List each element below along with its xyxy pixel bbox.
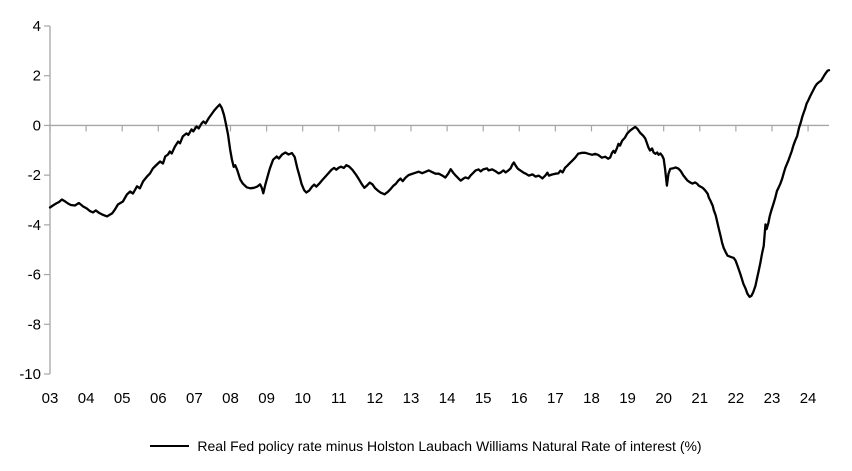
legend-line-swatch (150, 445, 190, 447)
x-tick-label: 11 (331, 390, 347, 407)
y-tick-label: 0 (33, 117, 41, 134)
x-tick-label: 14 (439, 390, 456, 407)
legend-label: Real Fed policy rate minus Holston Lauba… (197, 438, 702, 454)
y-tick-label: -8 (28, 316, 41, 333)
x-tick-label: 12 (367, 390, 384, 407)
x-tick-label: 04 (78, 390, 95, 407)
x-tick-label: 08 (222, 390, 239, 407)
y-tick-label: -10 (19, 366, 41, 383)
line-chart: 03 04 05 06 07 08 09 10 11 12 13 14 15 16 17 18 19 20 21 22… (19, 18, 831, 407)
y-tick-label: -2 (28, 167, 41, 184)
x-tick-label: 22 (728, 390, 745, 407)
y-tick-label: 2 (33, 68, 41, 85)
y-tick-label: -6 (28, 267, 41, 284)
x-tick-label: 13 (403, 390, 420, 407)
series-line (48, 69, 831, 299)
y-tick-label: 4 (33, 18, 41, 35)
x-tick-label: 24 (800, 390, 817, 407)
x-tick-label: 23 (764, 390, 781, 407)
x-tick-label: 07 (186, 390, 203, 407)
x-tick-label: 15 (475, 390, 492, 407)
x-tick-label: 19 (619, 390, 636, 407)
y-tick-label: -4 (28, 217, 41, 234)
x-tick-label: 06 (150, 390, 167, 407)
x-tick-label: 21 (691, 390, 708, 407)
x-tick-label: 16 (511, 390, 528, 407)
x-tick-label: 18 (583, 390, 600, 407)
legend: Real Fed policy rate minus Holston Lauba… (0, 438, 852, 454)
x-tick-label: 20 (655, 390, 672, 407)
x-tick-label: 10 (294, 390, 311, 407)
x-tick-label: 09 (258, 390, 275, 407)
x-tick-label: 05 (114, 390, 131, 407)
x-tick-label: 17 (547, 390, 564, 407)
x-tick-label: 03 (42, 390, 59, 407)
